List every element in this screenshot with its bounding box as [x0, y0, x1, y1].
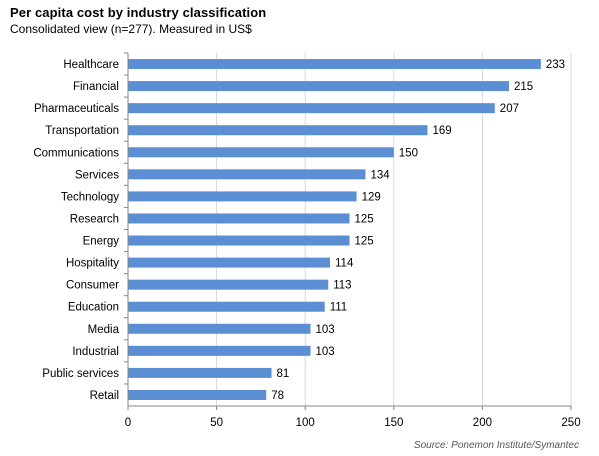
- bar: [128, 301, 325, 312]
- bar: [128, 81, 509, 92]
- category-label: Consumer: [66, 280, 119, 292]
- bar: [128, 323, 311, 334]
- chart-subtitle: Consolidated view (n=277). Measured in U…: [10, 22, 252, 36]
- labels: 0 50 100 150 200 250 Healthcare 233 Financial 215…: [33, 59, 580, 429]
- category-label: Energy: [83, 236, 120, 248]
- bar: [128, 147, 394, 158]
- category-label: Public services: [42, 368, 119, 380]
- x-tick-label: 150: [384, 417, 403, 429]
- category-label: Industrial: [72, 346, 119, 358]
- bar: [128, 103, 495, 114]
- category-label: Communications: [33, 147, 119, 159]
- data-label: 103: [316, 324, 335, 336]
- data-label: 150: [399, 147, 418, 159]
- bar: [128, 125, 428, 136]
- bar: [128, 279, 329, 290]
- x-tick-label: 0: [125, 417, 131, 429]
- category-label: Media: [88, 324, 120, 336]
- x-tick-label: 200: [473, 417, 492, 429]
- data-label: 233: [546, 59, 565, 71]
- bar: [128, 191, 357, 202]
- x-tick-label: 50: [210, 417, 223, 429]
- x-tick-label: 100: [296, 417, 315, 429]
- chart-title: Per capita cost by industry classificati…: [10, 5, 267, 20]
- data-label: 113: [333, 280, 351, 292]
- category-label: Transportation: [45, 125, 119, 137]
- category-label: Financial: [73, 81, 119, 93]
- data-label: 207: [500, 103, 519, 115]
- bar: [128, 367, 272, 378]
- bar: [128, 389, 267, 400]
- category-label: Research: [70, 213, 119, 225]
- data-label: 78: [271, 390, 284, 402]
- bar: [128, 257, 331, 268]
- data-label: 215: [514, 81, 533, 93]
- category-label: Pharmaceuticals: [34, 103, 119, 115]
- category-label: Technology: [61, 191, 119, 203]
- category-label: Hospitality: [66, 258, 119, 270]
- data-label: 125: [355, 213, 374, 225]
- data-label: 134: [370, 169, 390, 181]
- data-label: 111: [330, 302, 347, 314]
- data-label: 81: [277, 368, 290, 380]
- bars: [128, 59, 541, 400]
- data-label: 103: [316, 346, 335, 358]
- data-label: 129: [362, 191, 381, 203]
- bar: [128, 345, 311, 356]
- data-label: 169: [432, 125, 451, 137]
- source-note: Source: Ponemon Institute/Symantec: [413, 440, 579, 451]
- category-label: Education: [68, 302, 119, 314]
- data-label: 114: [335, 258, 354, 270]
- bar: [128, 213, 350, 224]
- bar: [128, 169, 366, 180]
- bar: [128, 59, 541, 70]
- category-label: Healthcare: [63, 59, 119, 71]
- category-label: Services: [75, 169, 119, 181]
- axes: [124, 52, 572, 410]
- category-label: Retail: [90, 390, 119, 402]
- bar: [128, 235, 350, 246]
- x-tick-label: 250: [561, 417, 580, 429]
- data-label: 125: [355, 236, 374, 248]
